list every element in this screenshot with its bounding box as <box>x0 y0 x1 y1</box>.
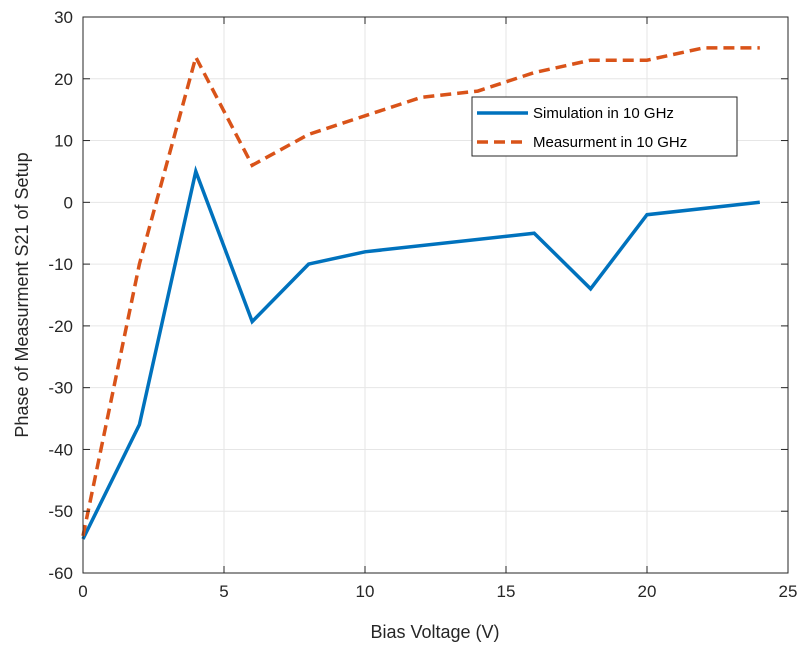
legend-label-measurement: Measurment in 10 GHz <box>533 134 687 151</box>
y-tick-label: -30 <box>48 379 73 398</box>
plot-frame <box>82 16 789 574</box>
x-tick-label: 25 <box>779 582 798 601</box>
y-tick-label: 30 <box>54 8 73 27</box>
y-tick-label: -20 <box>48 317 73 336</box>
legend-box <box>471 96 738 157</box>
legend: Simulation in 10 GHz Measurment in 10 GH… <box>471 96 738 157</box>
y-tick-label: -10 <box>48 255 73 274</box>
x-axis-title: Bias Voltage (V) <box>370 622 499 642</box>
x-tick-label: 5 <box>219 582 228 601</box>
y-axis-title: Phase of Measurment S21 of Setup <box>12 152 32 437</box>
y-tick-label: -60 <box>48 564 73 583</box>
series-group <box>81 46 760 540</box>
legend-label-simulation: Simulation in 10 GHz <box>533 105 674 122</box>
y-tick-label: 0 <box>64 193 73 212</box>
y-tick-label: -50 <box>48 502 73 521</box>
series-line-simulation <box>81 165 760 540</box>
y-tick-label: 20 <box>54 70 73 89</box>
x-tick-label: 10 <box>356 582 375 601</box>
series-line-measurement <box>81 46 760 537</box>
x-tick-label: 20 <box>638 582 657 601</box>
tick-labels: 0 5 10 15 20 25 -60 -50 -40 -30 -20 -10 0 10 20 30 <box>48 8 797 601</box>
axis-ticks <box>82 16 789 574</box>
x-tick-label: 15 <box>497 582 516 601</box>
y-tick-label: -40 <box>48 440 73 459</box>
y-tick-label: 10 <box>54 132 73 151</box>
x-tick-label: 0 <box>78 582 87 601</box>
